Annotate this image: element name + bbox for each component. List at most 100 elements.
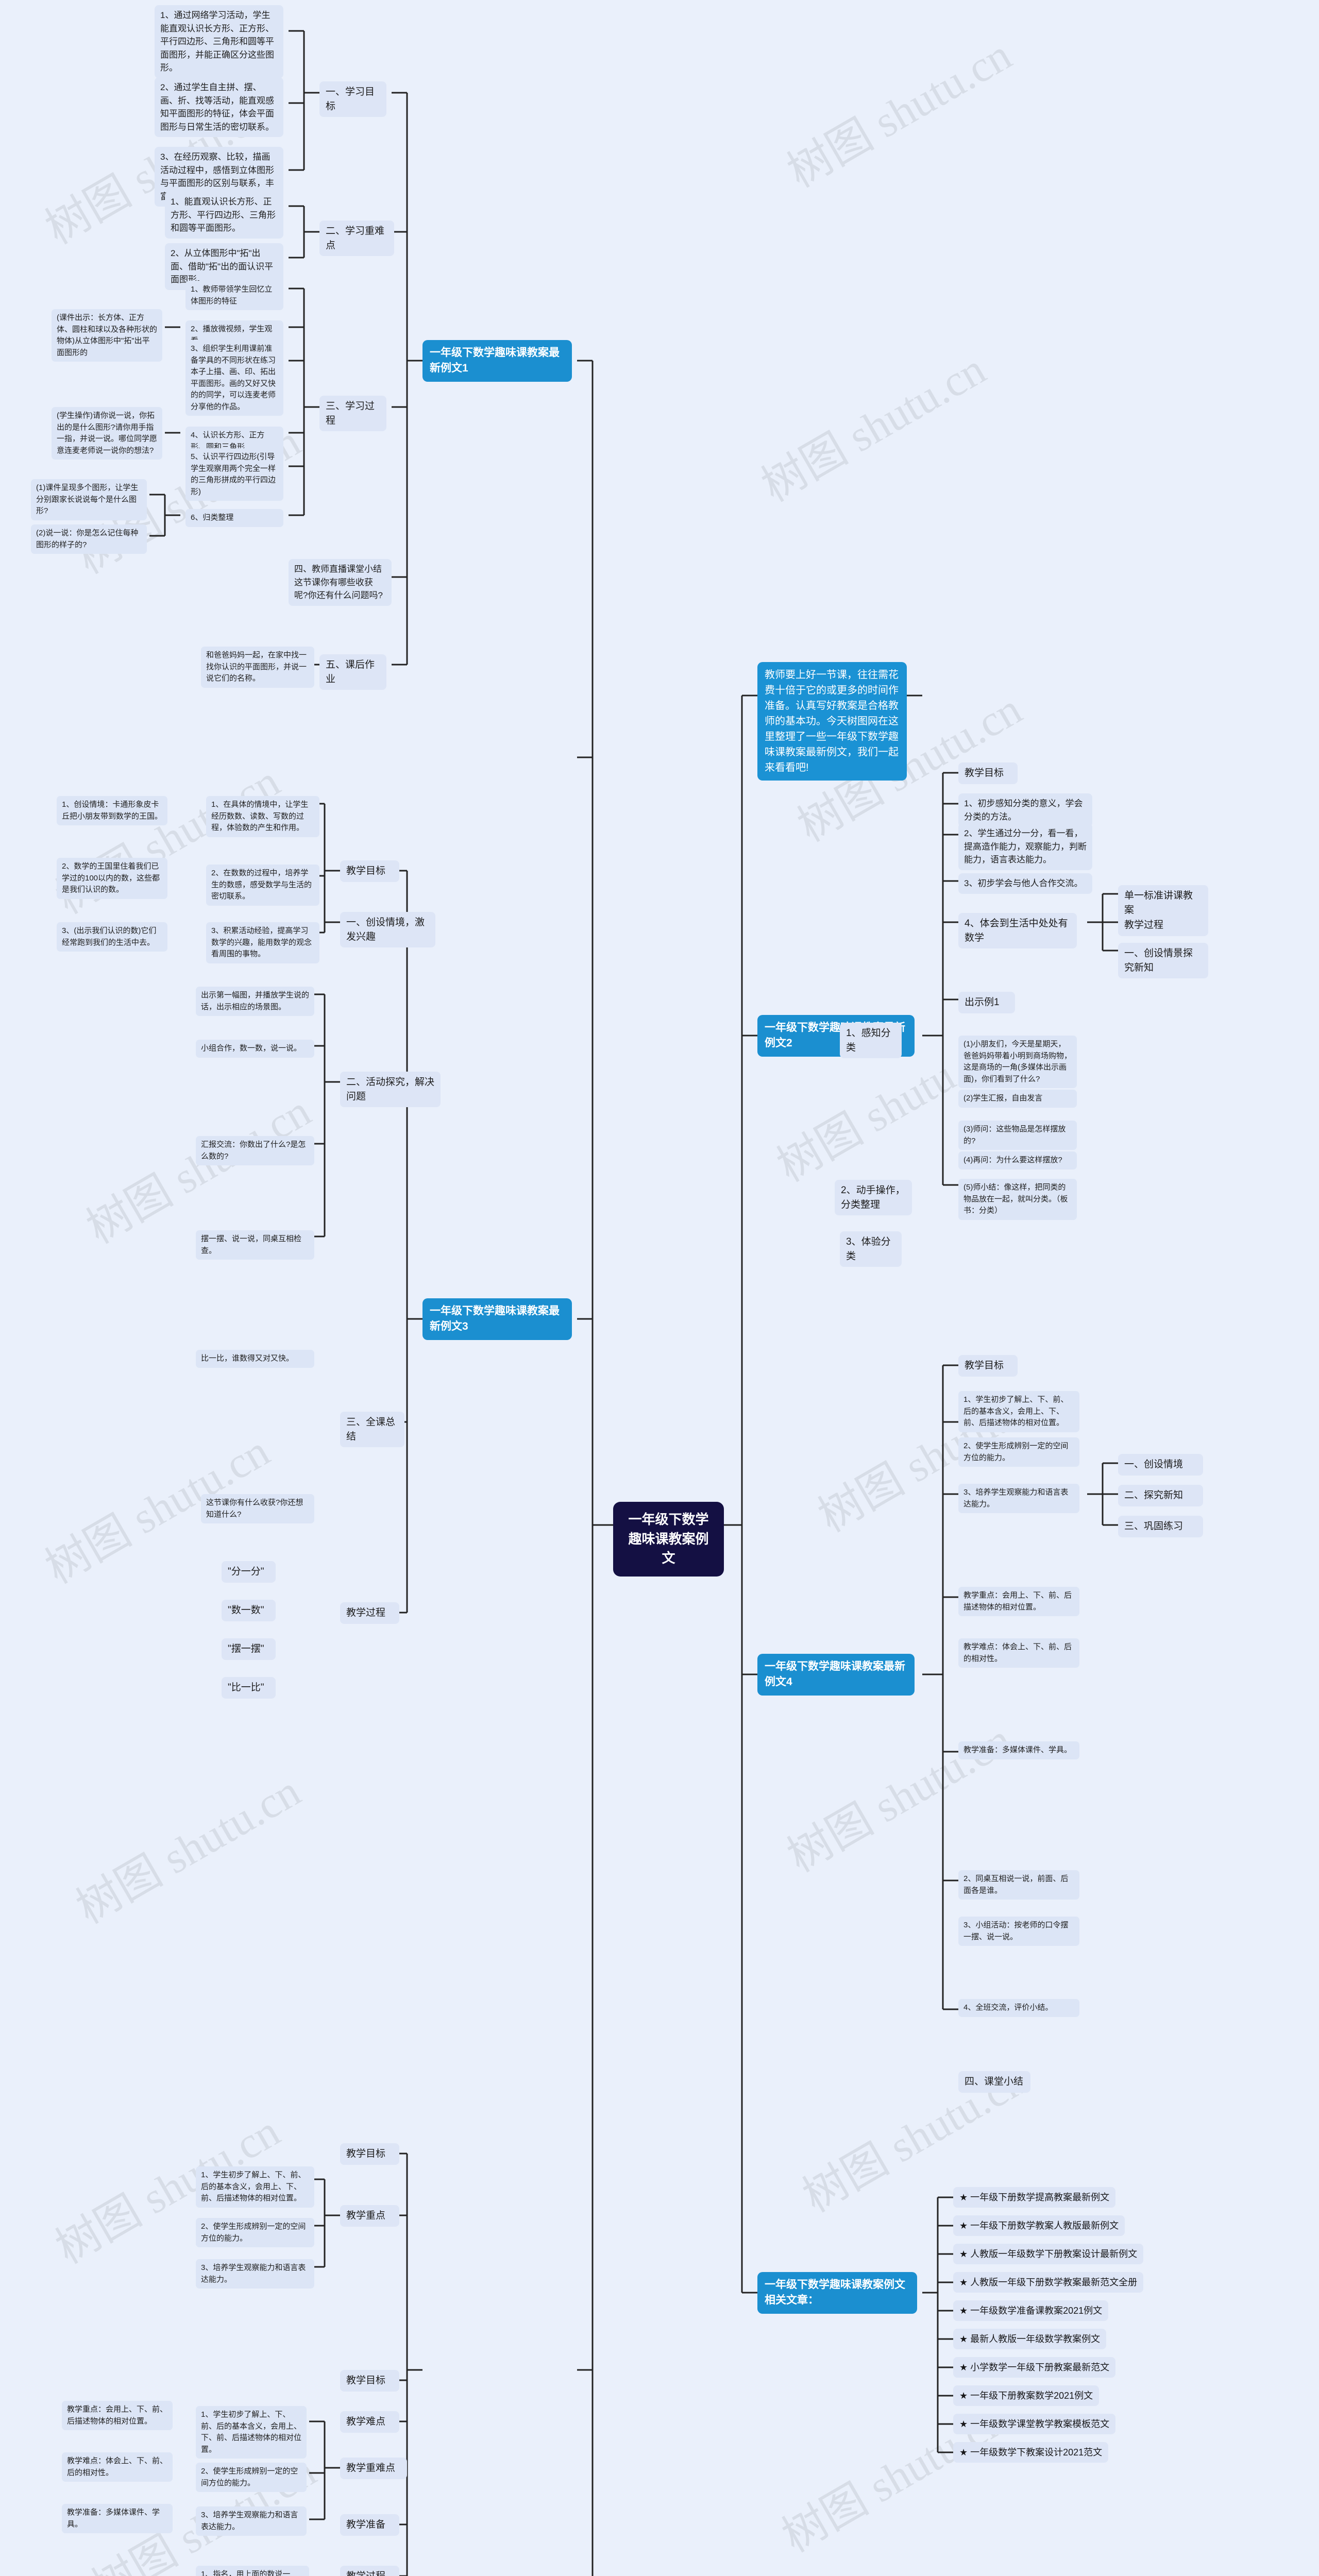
b2-topic-life-math[interactable]: 4、体会到生活中处处有数学 xyxy=(958,913,1077,949)
b2-topic-create-scene[interactable]: 一、创设情景探究新知 xyxy=(1118,943,1208,979)
b4-note-1[interactable]: 教学重点：会用上、下、前、后描述物体的相对位置。 xyxy=(62,2401,173,2430)
b3-topic-shuyishu[interactable]: "数一数" xyxy=(222,1600,276,1621)
b1-process-3[interactable]: 3、组织学生利用课前准备学具的不同形状在练习本子上描、画、印、拓出平面图形。画的… xyxy=(185,340,283,416)
root-node[interactable]: 一年级下数学趣味课教案例文 xyxy=(613,1502,724,1577)
b4r-step-1[interactable]: 2、同桌互相说一说，前面、后面各是谁。 xyxy=(958,1870,1079,1900)
b3-summary-detail[interactable]: 这节课你有什么收获?你还想知道什么? xyxy=(201,1494,314,1523)
b3-topic-goals[interactable]: 教学目标 xyxy=(340,860,399,882)
b3-topic-activity[interactable]: 二、活动探究，解决问题 xyxy=(340,1072,441,1108)
b4r-topic-practice[interactable]: 三、巩固练习 xyxy=(1118,1516,1203,1537)
b1-process2-detail[interactable]: (课件出示：长方体、正方体、圆柱和球以及各种形状的物体)从立体图形中"拓"出平面… xyxy=(52,309,162,362)
related-article-7[interactable]: ★ 小学数学一年级下册教案最新范文 xyxy=(953,2357,1116,2378)
b2-goal-2[interactable]: 2、学生通过分一分，看一看，提高造作能力，观察能力，判断能力，语言表达能力。 xyxy=(958,823,1092,870)
b4r-topic-explore[interactable]: 二、探究新知 xyxy=(1118,1485,1203,1506)
b2-step-title[interactable]: 出示例1 xyxy=(958,992,1015,1013)
related-article-9[interactable]: ★ 一年级数学课堂教学教案模板范文 xyxy=(953,2414,1116,2435)
intro-node[interactable]: 教师要上好一节课，往往需花费十倍于它的或更多的时间作准备。认真写好教案是合格教师… xyxy=(757,662,907,781)
b3-intro-2[interactable]: 2、数学的王国里住着我们已学过的100以内的数，这些都是我们认识的数。 xyxy=(57,858,167,899)
b2-step-2[interactable]: (2)学生汇报，自由发言 xyxy=(958,1090,1077,1108)
b4r-step-3[interactable]: 4、全班交流，评价小结。 xyxy=(958,1999,1079,2017)
branch-node-related[interactable]: 一年级下数学趣味课教案例文相关文章： xyxy=(757,2272,917,2314)
b2-topic-teaching-process[interactable]: 教学过程 xyxy=(1118,914,1208,936)
b3-activity-5[interactable]: 比一比，谁数得又对又快。 xyxy=(196,1350,314,1368)
b5-topic-keydiff[interactable]: 教学重难点 xyxy=(340,2458,407,2479)
b4r-goal-1[interactable]: 1、学生初步了解上、下、前、后的基本含义，会用上、下、前、后描述物体的相对位置。 xyxy=(958,1391,1079,1432)
b4-goal-2[interactable]: 2、使学生形成辨别一定的空间方位的能力。 xyxy=(196,2218,314,2247)
b2-goal-1[interactable]: 1、初步感知分类的意义，学会分类的方法。 xyxy=(958,793,1092,827)
b3-intro-3[interactable]: 3、(出示我们认识的数)它们经常跑到我们的生活中去。 xyxy=(57,922,167,952)
b1-keypoint-1[interactable]: 1、能直观认识长方形、正方形、平行四边形、三角形和圆等平面图形。 xyxy=(165,192,283,239)
b1-homework-detail[interactable]: 和爸爸妈妈一起，在家中找一找你认识的平面图形，并说一说它们的名称。 xyxy=(201,647,314,688)
related-article-4[interactable]: ★ 人教版一年级下册数学教案最新范文全册 xyxy=(953,2272,1144,2293)
branch-node-3[interactable]: 一年级下数学趣味课教案最新例文3 xyxy=(422,1298,572,1340)
b2-step-3[interactable]: (3)师问：这些物品是怎样摆放的? xyxy=(958,1121,1077,1150)
b2-step-1[interactable]: (1)小朋友们，今天是星期天，爸爸妈妈带着小明到商场购物，这是商场的一角(多媒体… xyxy=(958,1036,1077,1088)
b4r-note-1[interactable]: 教学重点：会用上、下、前、后描述物体的相对位置。 xyxy=(958,1587,1079,1616)
b4r-step-2[interactable]: 3、小组活动：按老师的口令摆一摆、说一说。 xyxy=(958,1917,1079,1946)
b4r-goal-3[interactable]: 3、培养学生观察能力和语言表达能力。 xyxy=(958,1484,1079,1513)
b1-topic-goals[interactable]: 一、学习目标 xyxy=(319,81,386,117)
related-article-10[interactable]: ★ 一年级数学下教案设计2021范文 xyxy=(953,2442,1109,2463)
b2-topic-handson[interactable]: 2、动手操作，分类整理 xyxy=(835,1180,912,1216)
b3-goal-3[interactable]: 3、积累活动经验，提高学习数学的兴趣，能用数学的观念看周围的事物。 xyxy=(206,922,319,963)
b2-goal-3[interactable]: 3、初步学会与他人合作交流。 xyxy=(958,873,1092,894)
b4r-note-3[interactable]: 教学准备：多媒体课件、学具。 xyxy=(958,1741,1079,1759)
b1-process-6[interactable]: 6、归类整理 xyxy=(185,509,283,527)
b3-topic-intro[interactable]: 一、创设情境，激发兴趣 xyxy=(340,912,435,948)
b5-goal-1[interactable]: 1、学生初步了解上、下、前、后的基本含义，会用上、下、前、后描述物体的相对位置。 xyxy=(196,2406,307,2459)
related-article-6[interactable]: ★ 最新人教版一年级数学教案例文 xyxy=(953,2329,1107,2350)
b4r-topic-goals[interactable]: 教学目标 xyxy=(958,1355,1018,1377)
branch-node-4[interactable]: 一年级下数学趣味课教案最新例文4 xyxy=(757,1654,915,1696)
b5-goal-2[interactable]: 2、使学生形成辨别一定的空间方位的能力。 xyxy=(196,2463,307,2492)
b1-process-1[interactable]: 1、教师带领学生回忆立体图形的特征 xyxy=(185,281,283,310)
b4r-goal-2[interactable]: 2、使学生形成辨别一定的空间方位的能力。 xyxy=(958,1437,1079,1467)
b3-topic-process[interactable]: 教学过程 xyxy=(340,1602,399,1624)
b1-topic-summary[interactable]: 四、教师直播课堂小结这节课你有哪些收获呢?你还有什么问题吗? xyxy=(289,559,392,606)
b3-activity-1[interactable]: 出示第一幅图，并播放学生说的话，出示相应的场景图。 xyxy=(196,987,314,1016)
b3-topic-biyibi[interactable]: "比一比" xyxy=(222,1677,276,1699)
b3-topic-fenyifen[interactable]: "分一分" xyxy=(222,1561,276,1583)
b4-goal-3[interactable]: 3、培养学生观察能力和语言表达能力。 xyxy=(196,2259,314,2289)
b4-topic-prepare[interactable]: 教学准备 xyxy=(340,2514,399,2536)
b2-step-4[interactable]: (4)再问：为什么要这样摆放? xyxy=(958,1151,1077,1170)
b3-goal-2[interactable]: 2、在数数的过程中，培养学生的数感，感受数学与生活的密切联系。 xyxy=(206,865,319,906)
b5-topic-goals[interactable]: 教学目标 xyxy=(340,2370,399,2392)
related-article-1[interactable]: ★ 一年级下册数学提高教案最新例文 xyxy=(953,2187,1116,2208)
b3-goal-1[interactable]: 1、在具体的情境中，让学生经历数数、读数、写数的过程，体验数的产生和作用。 xyxy=(206,796,319,837)
b3-activity-4[interactable]: 摆一摆、说一说，同桌互相检查。 xyxy=(196,1230,314,1260)
b4-topic-keypoint[interactable]: 教学重点 xyxy=(340,2205,399,2227)
b4-note-2[interactable]: 教学难点：体会上、下、前、后的相对性。 xyxy=(62,2452,173,2482)
related-article-3[interactable]: ★ 人教版一年级数学下册教案设计最新例文 xyxy=(953,2244,1144,2265)
branch-node-1[interactable]: 一年级下数学趣味课教案最新例文1 xyxy=(422,340,572,382)
b2-topic-goals[interactable]: 教学目标 xyxy=(958,762,1018,784)
b4-topic-goals[interactable]: 教学目标 xyxy=(340,2143,399,2165)
related-article-5[interactable]: ★ 一年级数学准备课教案2021例文 xyxy=(953,2300,1109,2321)
b2-topic-experience[interactable]: 3、体验分类 xyxy=(840,1231,902,1267)
b1-process6-detail-2[interactable]: (2)说一说：你是怎么记住每种图形的样子的? xyxy=(31,524,147,554)
b4r-topic-scene[interactable]: 一、创设情境 xyxy=(1118,1454,1203,1476)
b1-topic-homework[interactable]: 五、课后作业 xyxy=(319,654,386,690)
b3-activity-3[interactable]: 汇报交流：你数出了什么?是怎么数的? xyxy=(196,1136,314,1165)
b1-goal-2[interactable]: 2、通过学生自主拼、摆、画、折、找等活动，能直观感知平面图形的特征，体会平面图形… xyxy=(155,77,283,137)
related-article-8[interactable]: ★ 一年级下册教案数学2021例文 xyxy=(953,2385,1100,2406)
b3-topic-baiyibai[interactable]: "摆一摆" xyxy=(222,1638,276,1660)
b1-topic-keypoints[interactable]: 二、学习重难点 xyxy=(319,221,394,257)
b3-topic-summary[interactable]: 三、全课总结 xyxy=(340,1412,404,1448)
b4-step-1[interactable]: 1、指名，用上面的数说一说。 xyxy=(196,2566,309,2576)
b4-goal-1[interactable]: 1、学生初步了解上、下、前、后的基本含义，会用上、下、前、后描述物体的相对位置。 xyxy=(196,2166,314,2208)
b1-process4-detail[interactable]: (学生操作)请你说一说，你拓出的是什么图形?请你用手指一指，并说一说。哪位同学愿… xyxy=(52,407,162,460)
b1-topic-process[interactable]: 三、学习过程 xyxy=(319,396,386,432)
b4r-note-2[interactable]: 教学难点：体会上、下、前、后的相对性。 xyxy=(958,1638,1079,1668)
b4-topic-difficulty[interactable]: 教学难点 xyxy=(340,2411,399,2433)
b5-goal-3[interactable]: 3、培养学生观察能力和语言表达能力。 xyxy=(196,2506,307,2536)
b2-step-5[interactable]: (5)师小结：像这样，把同类的物品放在一起，就叫分类。（板书：分类） xyxy=(958,1179,1077,1220)
b4-note-3[interactable]: 教学准备：多媒体课件、学具。 xyxy=(62,2504,173,2533)
b4-topic-process[interactable]: 教学过程 xyxy=(340,2566,399,2576)
b1-goal-1[interactable]: 1、通过网络学习活动，学生能直观认识长方形、正方形、平行四边形、三角形和圆等平面… xyxy=(155,5,283,78)
b3-intro-1[interactable]: 1、创设情境：卡通形象皮卡丘把小朋友带到数学的王国。 xyxy=(57,796,167,825)
b1-process-5[interactable]: 5、认识平行四边形(引导学生观察用两个完全一样的三角形拼成的平行四边形) xyxy=(185,448,283,501)
b2-topic-perceive[interactable]: 1、感知分类 xyxy=(840,1023,902,1059)
related-article-2[interactable]: ★ 一年级下册数学教案人教版最新例文 xyxy=(953,2215,1125,2236)
b4r-topic-wrapup[interactable]: 四、课堂小结 xyxy=(958,2071,1030,2093)
